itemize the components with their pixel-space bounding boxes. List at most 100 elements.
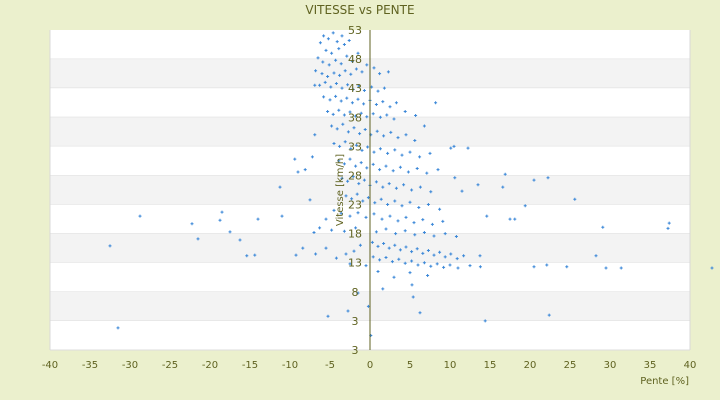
data-point (452, 144, 456, 148)
data-point (362, 178, 366, 182)
data-point (418, 185, 422, 189)
data-point (338, 73, 342, 77)
data-point (408, 271, 412, 275)
data-point (364, 264, 368, 268)
data-point (347, 38, 351, 42)
data-point (340, 34, 344, 38)
data-point (460, 189, 464, 193)
data-point (565, 265, 569, 269)
data-point (322, 34, 326, 38)
y-axis-label: Vitesse [km/h] (335, 154, 346, 226)
x-tick-label: 40 (684, 360, 697, 371)
data-point (404, 133, 408, 137)
x-tick-label: 0 (367, 360, 373, 371)
data-point (344, 194, 348, 198)
data-point (425, 171, 429, 175)
data-point (430, 222, 434, 226)
data-point (378, 115, 382, 119)
x-tick-label: -30 (122, 360, 138, 371)
data-point (392, 117, 396, 121)
data-point (228, 230, 232, 234)
data-point (345, 54, 349, 58)
data-point (342, 43, 346, 47)
data-point (370, 85, 374, 89)
data-point (619, 266, 623, 270)
data-point (532, 265, 536, 269)
data-point (393, 243, 397, 247)
data-point (601, 225, 605, 229)
data-point (389, 130, 393, 134)
data-point (501, 185, 505, 189)
data-point (372, 212, 376, 216)
data-point (343, 69, 347, 73)
data-point (359, 111, 363, 115)
data-point (667, 221, 671, 225)
data-point (366, 304, 370, 308)
data-point (666, 226, 670, 230)
y-tick-label: 38 (348, 111, 362, 124)
data-point (402, 183, 406, 187)
data-point (373, 201, 377, 205)
data-point (346, 83, 350, 87)
y-tick-label: 53 (348, 24, 362, 37)
data-point (342, 113, 346, 117)
data-point (329, 85, 333, 89)
data-point (351, 175, 355, 179)
data-point (429, 190, 433, 194)
data-point (324, 246, 328, 250)
data-point (365, 63, 369, 67)
data-point (324, 217, 328, 221)
data-point (314, 69, 318, 73)
x-tick-label: -40 (42, 360, 58, 371)
data-point (326, 314, 330, 318)
y-tick-label: 3 (352, 344, 359, 357)
data-point (417, 205, 421, 209)
data-point (386, 151, 390, 155)
data-point (400, 204, 404, 208)
data-point (108, 244, 112, 248)
data-point (426, 274, 430, 278)
data-point (485, 214, 489, 218)
data-point (190, 222, 194, 226)
data-point (340, 176, 344, 180)
data-point (331, 31, 335, 35)
data-point (366, 196, 370, 200)
data-point (345, 96, 349, 100)
data-point (363, 127, 367, 131)
x-tick-label: -10 (282, 360, 298, 371)
data-point (532, 178, 536, 182)
data-point (384, 255, 388, 259)
data-point (390, 260, 394, 264)
data-point (349, 147, 353, 151)
data-point (350, 101, 354, 105)
data-point (294, 253, 298, 257)
data-point (330, 51, 334, 55)
data-point (393, 199, 397, 203)
data-point (428, 151, 432, 155)
data-point (422, 261, 426, 265)
data-point (453, 176, 457, 180)
data-point (378, 72, 382, 76)
data-point (321, 60, 325, 64)
data-point (391, 169, 395, 173)
data-point (382, 86, 386, 90)
data-point (331, 112, 335, 116)
x-axis-label: Pente [%] (640, 376, 689, 387)
data-point (403, 109, 407, 113)
data-point (348, 214, 352, 218)
data-point (406, 170, 410, 174)
data-point (523, 204, 527, 208)
x-tick-label: -25 (162, 360, 178, 371)
data-point (573, 197, 577, 201)
data-point (388, 214, 392, 218)
data-point (432, 253, 436, 257)
data-point (404, 215, 408, 219)
data-point (339, 99, 343, 103)
data-point (339, 211, 343, 215)
data-point (354, 164, 358, 168)
data-point (435, 262, 439, 266)
data-point (468, 264, 472, 268)
data-point (394, 101, 398, 105)
x-tick-label: 20 (524, 360, 537, 371)
data-point (378, 168, 382, 172)
